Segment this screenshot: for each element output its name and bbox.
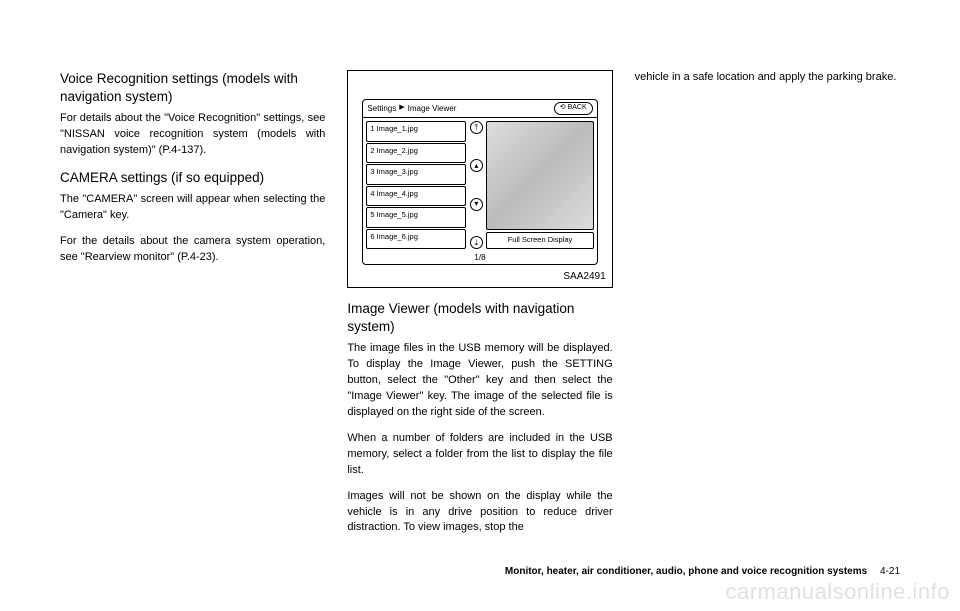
- watermark: carmanualsonline.info: [725, 579, 950, 605]
- file-item-2[interactable]: 2 Image_2.jpg: [366, 143, 466, 164]
- column-1: Voice Recognition settings (models with …: [60, 70, 325, 530]
- file-item-5[interactable]: 5 Image_5.jpg: [366, 207, 466, 228]
- heading-voice-recognition: Voice Recognition settings (models with …: [60, 70, 325, 105]
- breadcrumb-imageviewer: Image Viewer: [408, 103, 457, 115]
- back-arrow-icon: ⟲: [560, 103, 566, 113]
- page-footer: Monitor, heater, air conditioner, audio,…: [505, 566, 900, 577]
- preview-area: Full Screen Display: [486, 121, 593, 249]
- heading-camera: CAMERA settings (if so equipped): [60, 169, 325, 187]
- file-item-1[interactable]: 1 Image_1.jpg: [366, 121, 466, 142]
- footer-page-number: 4-21: [880, 566, 900, 577]
- figure-label: SAA2491: [563, 270, 605, 285]
- file-item-6[interactable]: 6 Image_6.jpg: [366, 229, 466, 250]
- file-item-4[interactable]: 4 Image_4.jpg: [366, 186, 466, 207]
- screen-header: Settings ▶ Image Viewer ⟲ BACK: [363, 100, 596, 118]
- manual-page: Voice Recognition settings (models with …: [0, 0, 960, 611]
- scroll-down-icon[interactable]: ▾: [470, 198, 483, 211]
- screen-body: 1 Image_1.jpg 2 Image_2.jpg 3 Image_3.jp…: [363, 118, 596, 252]
- scroll-bottom-icon[interactable]: ⤓: [470, 236, 483, 249]
- scroll-up-icon[interactable]: ▴: [470, 159, 483, 172]
- para-iv-folders: When a number of folders are included in…: [347, 431, 612, 479]
- breadcrumb-sep-icon: ▶: [399, 103, 404, 113]
- file-item-3[interactable]: 3 Image_3.jpg: [366, 164, 466, 185]
- screen-page-indicator: 1/8: [363, 252, 596, 264]
- breadcrumb: Settings ▶ Image Viewer: [367, 103, 456, 115]
- scroll-column: ⤒ ▴ ▾ ⤓: [469, 121, 483, 249]
- para-iv-driving: Images will not be shown on the display …: [347, 489, 612, 537]
- image-preview: [486, 121, 593, 230]
- para-voice-details: For details about the "Voice Recognition…: [60, 111, 325, 159]
- back-button[interactable]: ⟲ BACK: [554, 102, 593, 114]
- scroll-top-icon[interactable]: ⤒: [470, 121, 483, 134]
- para-iv-continued: vehicle in a safe location and apply the…: [635, 70, 900, 86]
- para-camera-screen: The "CAMERA" screen will appear when sel…: [60, 192, 325, 224]
- back-label: BACK: [568, 103, 587, 113]
- file-list: 1 Image_1.jpg 2 Image_2.jpg 3 Image_3.jp…: [366, 121, 466, 249]
- para-iv-intro: The image files in the USB memory will b…: [347, 341, 612, 421]
- para-camera-details: For the details about the camera system …: [60, 234, 325, 266]
- breadcrumb-settings: Settings: [367, 103, 396, 115]
- heading-image-viewer: Image Viewer (models with navigation sys…: [347, 300, 612, 335]
- column-2: Settings ▶ Image Viewer ⟲ BACK 1 Image_1…: [347, 70, 612, 530]
- footer-section: Monitor, heater, air conditioner, audio,…: [505, 566, 867, 577]
- fullscreen-button[interactable]: Full Screen Display: [486, 232, 593, 249]
- columns-wrapper: Voice Recognition settings (models with …: [60, 70, 900, 530]
- screen-mockup: Settings ▶ Image Viewer ⟲ BACK 1 Image_1…: [362, 99, 597, 265]
- column-3: vehicle in a safe location and apply the…: [635, 70, 900, 530]
- figure-image-viewer: Settings ▶ Image Viewer ⟲ BACK 1 Image_1…: [347, 70, 612, 288]
